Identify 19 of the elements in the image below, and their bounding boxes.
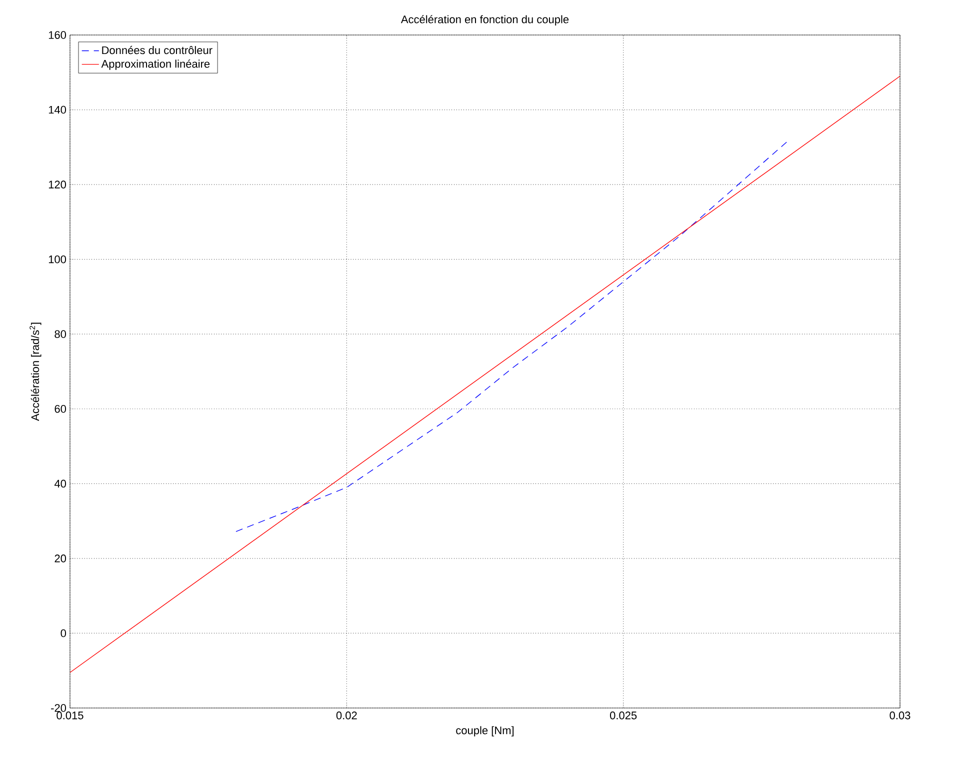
y-tick-label: 20	[54, 554, 66, 562]
x-axis-title: couple [Nm]	[456, 726, 514, 736]
y-tick-label: 160	[48, 31, 66, 39]
y-tick-label: 100	[48, 255, 66, 264]
y-tick-label: 60	[54, 405, 66, 413]
legend-label: Approximation linéaire	[101, 60, 210, 70]
x-tick-label: 0.03	[890, 712, 910, 720]
x-tick-label: 0.025	[610, 712, 637, 720]
chart-title: Accélération en fonction du couple	[400, 15, 569, 26]
x-tick-label: 0.02	[336, 712, 357, 720]
y-tick-label: 0	[60, 629, 66, 638]
y-tick-label: 120	[48, 180, 66, 188]
y-axis-title: Accélération [rad/s$^{2}$]	[30, 322, 42, 421]
y-tick-label: 40	[54, 480, 66, 488]
y-tick-label: -20	[51, 704, 66, 712]
x-tick-label: 0.015	[56, 712, 84, 720]
y-tick-label: 80	[54, 330, 66, 338]
y-tick-label: 140	[48, 106, 66, 114]
legend-label: Données du contrôleur	[102, 46, 212, 54]
